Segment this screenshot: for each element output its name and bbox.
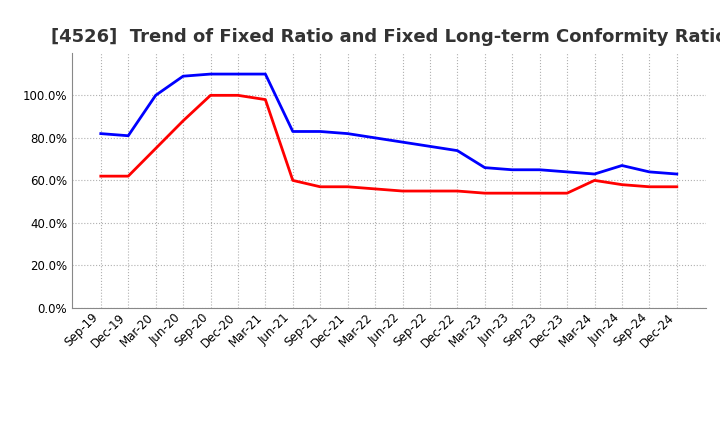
Fixed Ratio <box>151 93 160 98</box>
Fixed Ratio <box>453 148 462 153</box>
Fixed Long-term Conformity Ratio <box>289 178 297 183</box>
Fixed Long-term Conformity Ratio <box>343 184 352 189</box>
Fixed Long-term Conformity Ratio <box>261 97 270 102</box>
Fixed Long-term Conformity Ratio <box>645 184 654 189</box>
Fixed Long-term Conformity Ratio <box>590 178 599 183</box>
Fixed Long-term Conformity Ratio <box>453 188 462 194</box>
Fixed Ratio <box>233 71 242 77</box>
Fixed Ratio <box>343 131 352 136</box>
Legend: Fixed Ratio, Fixed Long-term Conformity Ratio: Fixed Ratio, Fixed Long-term Conformity … <box>172 434 606 440</box>
Fixed Ratio <box>206 71 215 77</box>
Fixed Long-term Conformity Ratio <box>480 191 489 196</box>
Fixed Ratio <box>96 131 105 136</box>
Fixed Long-term Conformity Ratio <box>563 191 572 196</box>
Fixed Ratio <box>261 71 270 77</box>
Fixed Long-term Conformity Ratio <box>426 188 434 194</box>
Line: Fixed Ratio: Fixed Ratio <box>101 74 677 174</box>
Fixed Ratio <box>563 169 572 175</box>
Fixed Long-term Conformity Ratio <box>536 191 544 196</box>
Fixed Long-term Conformity Ratio <box>179 118 187 124</box>
Fixed Ratio <box>590 171 599 176</box>
Fixed Long-term Conformity Ratio <box>672 184 681 189</box>
Fixed Long-term Conformity Ratio <box>96 173 105 179</box>
Fixed Ratio <box>618 163 626 168</box>
Fixed Ratio <box>426 144 434 149</box>
Fixed Long-term Conformity Ratio <box>371 186 379 191</box>
Fixed Ratio <box>124 133 132 139</box>
Fixed Long-term Conformity Ratio <box>508 191 516 196</box>
Fixed Ratio <box>179 73 187 79</box>
Fixed Long-term Conformity Ratio <box>398 188 407 194</box>
Fixed Ratio <box>289 129 297 134</box>
Fixed Long-term Conformity Ratio <box>316 184 325 189</box>
Fixed Long-term Conformity Ratio <box>151 146 160 151</box>
Fixed Ratio <box>508 167 516 172</box>
Fixed Long-term Conformity Ratio <box>124 173 132 179</box>
Fixed Ratio <box>672 171 681 176</box>
Fixed Ratio <box>480 165 489 170</box>
Fixed Long-term Conformity Ratio <box>618 182 626 187</box>
Fixed Ratio <box>371 135 379 140</box>
Title: [4526]  Trend of Fixed Ratio and Fixed Long-term Conformity Ratio: [4526] Trend of Fixed Ratio and Fixed Lo… <box>50 28 720 46</box>
Fixed Ratio <box>645 169 654 175</box>
Fixed Ratio <box>536 167 544 172</box>
Fixed Ratio <box>398 139 407 145</box>
Fixed Long-term Conformity Ratio <box>206 93 215 98</box>
Line: Fixed Long-term Conformity Ratio: Fixed Long-term Conformity Ratio <box>101 95 677 193</box>
Fixed Ratio <box>316 129 325 134</box>
Fixed Long-term Conformity Ratio <box>233 93 242 98</box>
